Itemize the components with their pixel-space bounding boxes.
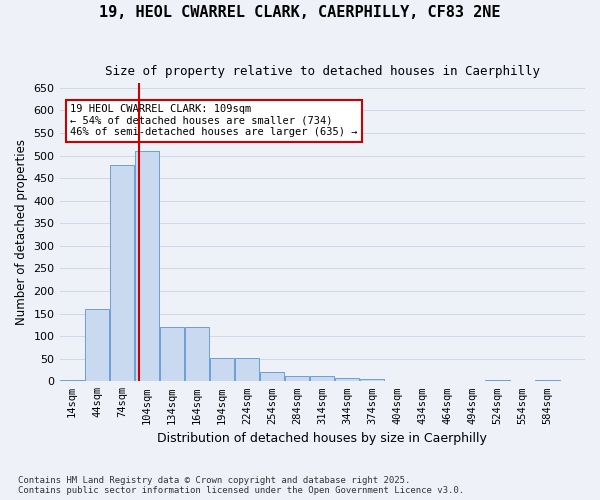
Bar xyxy=(360,379,385,382)
Y-axis label: Number of detached properties: Number of detached properties xyxy=(15,140,28,326)
Title: Size of property relative to detached houses in Caerphilly: Size of property relative to detached ho… xyxy=(105,65,540,78)
Bar xyxy=(135,151,159,382)
Text: 19, HEOL CWARREL CLARK, CAERPHILLY, CF83 2NE: 19, HEOL CWARREL CLARK, CAERPHILLY, CF83… xyxy=(99,5,501,20)
Bar xyxy=(210,358,234,382)
Bar xyxy=(110,164,134,382)
Bar xyxy=(85,309,109,382)
Text: Contains HM Land Registry data © Crown copyright and database right 2025.
Contai: Contains HM Land Registry data © Crown c… xyxy=(18,476,464,495)
Bar xyxy=(285,376,310,382)
Bar xyxy=(260,372,284,382)
Bar xyxy=(310,376,334,382)
Text: 19 HEOL CWARREL CLARK: 109sqm
← 54% of detached houses are smaller (734)
46% of : 19 HEOL CWARREL CLARK: 109sqm ← 54% of d… xyxy=(70,104,358,138)
Bar xyxy=(235,358,259,382)
Bar xyxy=(160,327,184,382)
Bar xyxy=(485,380,509,382)
Bar xyxy=(535,380,560,382)
Bar xyxy=(335,378,359,382)
X-axis label: Distribution of detached houses by size in Caerphilly: Distribution of detached houses by size … xyxy=(157,432,487,445)
Bar xyxy=(185,327,209,382)
Bar xyxy=(60,380,84,382)
